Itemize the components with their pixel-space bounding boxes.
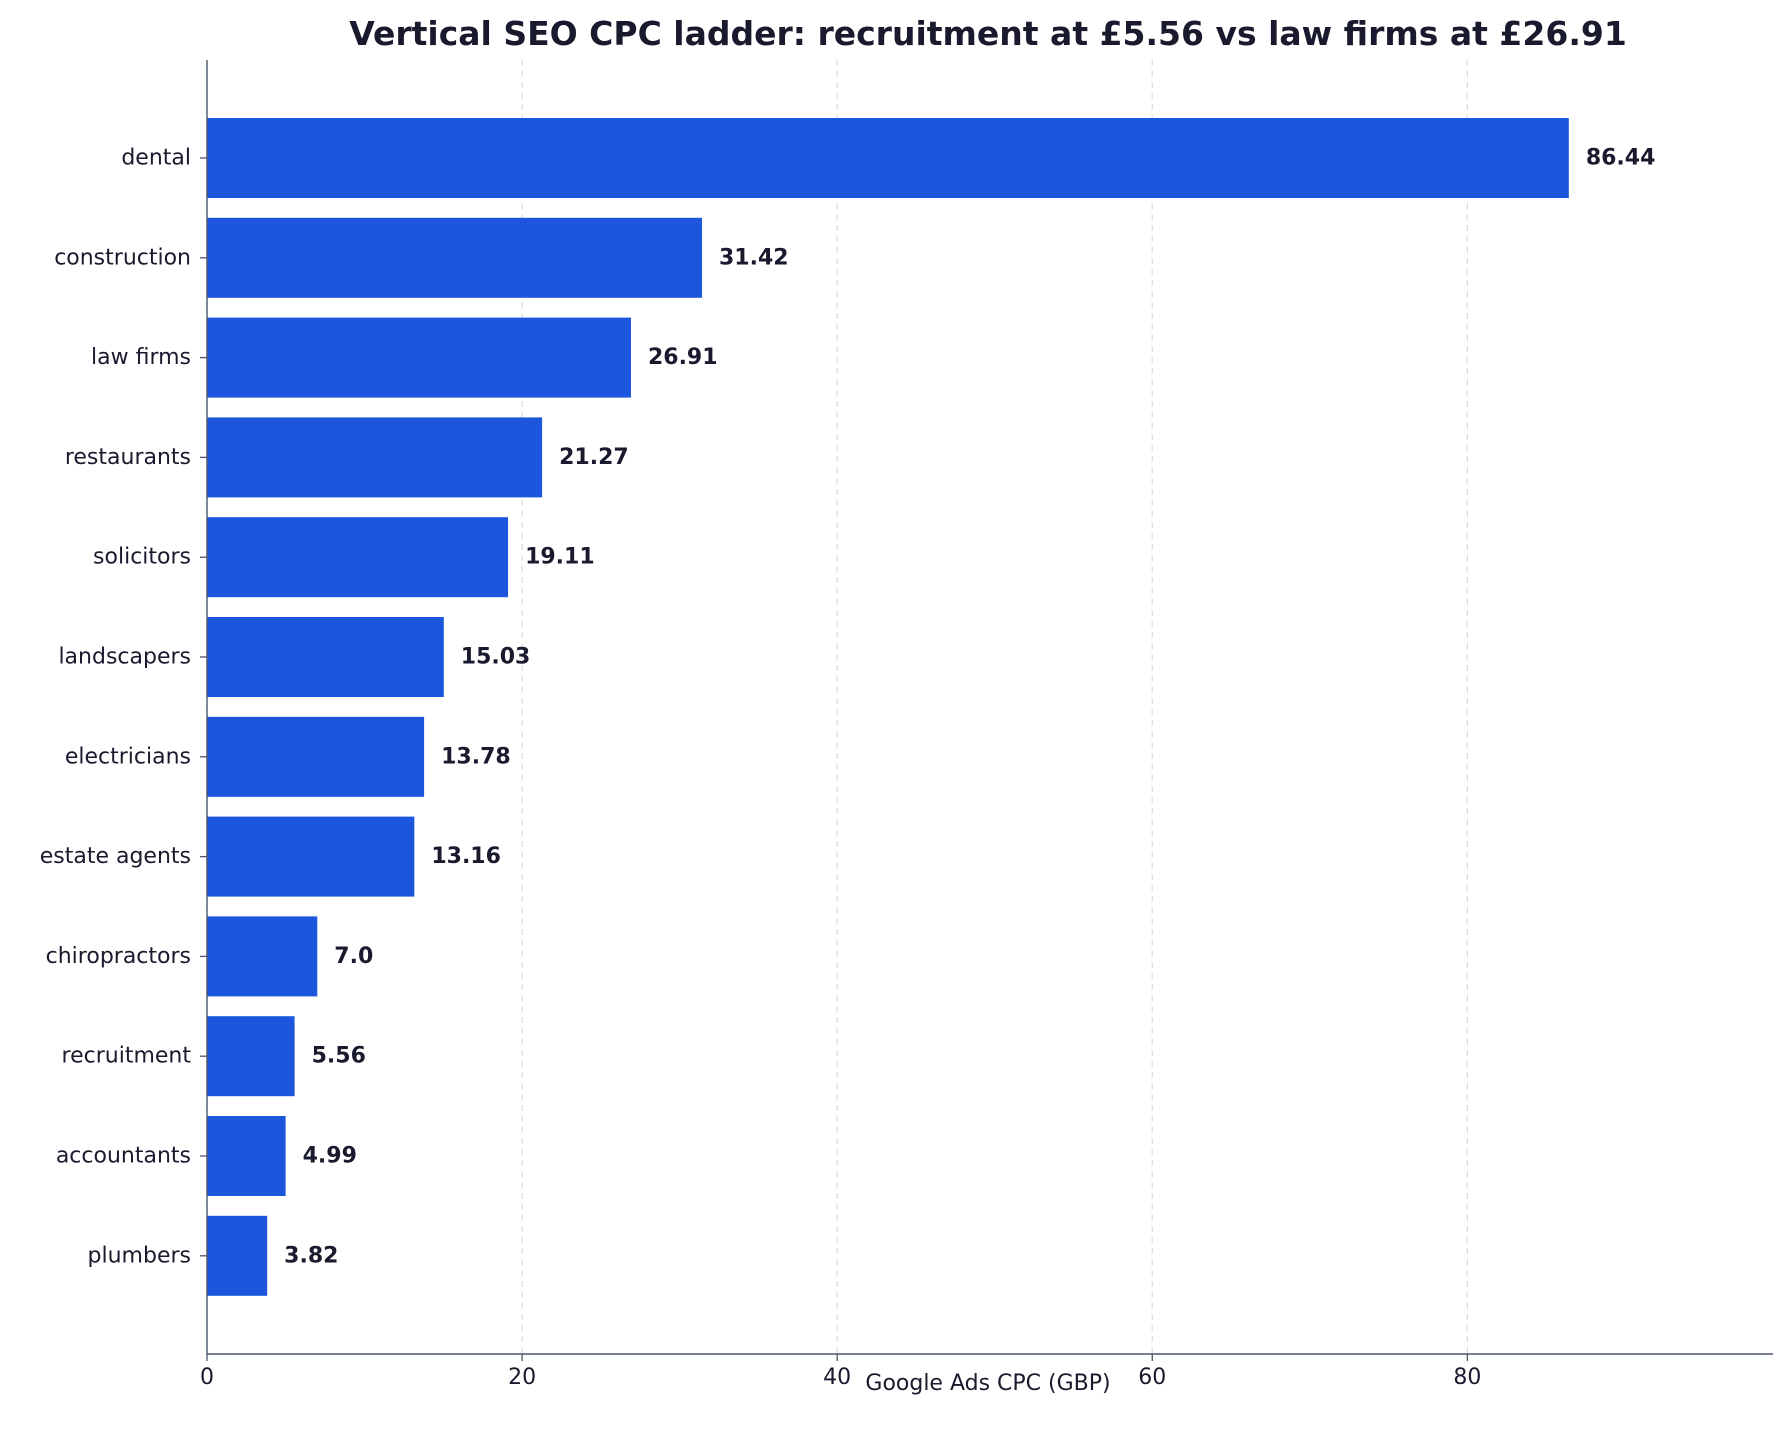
- bar-construction: [207, 217, 703, 298]
- chart-title: Vertical SEO CPC ladder: recruitment at …: [349, 14, 1627, 53]
- bar-dental: [207, 118, 1569, 198]
- y-tick-label: electricians: [65, 744, 191, 769]
- x-tick-label: 40: [823, 1365, 851, 1390]
- bar-estate-agents: [207, 816, 415, 897]
- y-tick-labels: dental construction law firms restaurants so…: [40, 146, 192, 1269]
- value-label: 7.0: [334, 944, 373, 969]
- bar-electricians: [207, 716, 425, 797]
- value-label: 26.91: [648, 345, 718, 370]
- value-label: 4.99: [303, 1144, 357, 1169]
- value-label: 13.78: [441, 744, 511, 769]
- bar-landscapers: [207, 617, 444, 697]
- bar-law-firms: [207, 317, 631, 398]
- value-label: 19.11: [525, 545, 595, 570]
- y-tick-label: recruitment: [62, 1044, 192, 1069]
- y-tick-label: landscapers: [58, 645, 191, 670]
- value-label: 21.27: [559, 445, 629, 470]
- y-tick-label: solicitors: [93, 545, 191, 570]
- x-tick-labels: 0 20 40 60 80: [200, 1365, 1481, 1390]
- y-tick-label: law firms: [91, 345, 191, 370]
- value-label: 13.16: [431, 844, 501, 869]
- bar-recruitment: [207, 1016, 295, 1097]
- value-label: 31.42: [719, 245, 789, 270]
- bars: [207, 118, 1569, 1296]
- grid-lines: [521, 60, 1469, 1354]
- y-tick-label: estate agents: [40, 844, 191, 869]
- value-label: 5.56: [312, 1044, 366, 1069]
- bar-chiropractors: [207, 916, 318, 997]
- value-label: 3.82: [284, 1243, 338, 1268]
- axes: [200, 60, 1773, 1361]
- x-axis-label: Google Ads CPC (GBP): [865, 1371, 1110, 1396]
- value-label: 86.44: [1586, 146, 1656, 171]
- x-tick-label: 0: [200, 1365, 214, 1390]
- bar-plumbers: [207, 1215, 268, 1296]
- y-tick-label: accountants: [56, 1144, 191, 1169]
- y-tick-label: plumbers: [88, 1243, 191, 1268]
- x-tick-label: 20: [508, 1365, 536, 1390]
- value-label: 15.03: [461, 645, 531, 670]
- bar-accountants: [207, 1116, 286, 1196]
- x-tick-label: 80: [1453, 1365, 1481, 1390]
- x-tick-label: 60: [1138, 1365, 1166, 1390]
- value-labels: 86.44 31.42 26.91 21.27 19.11 15.03 13.78 13.16…: [284, 146, 1655, 1269]
- bar-solicitors: [207, 517, 509, 598]
- y-tick-label: construction: [54, 245, 191, 270]
- y-tick-label: dental: [121, 146, 191, 171]
- y-tick-label: chiropractors: [46, 944, 191, 969]
- bar-restaurants: [207, 417, 543, 498]
- y-tick-label: restaurants: [65, 445, 191, 470]
